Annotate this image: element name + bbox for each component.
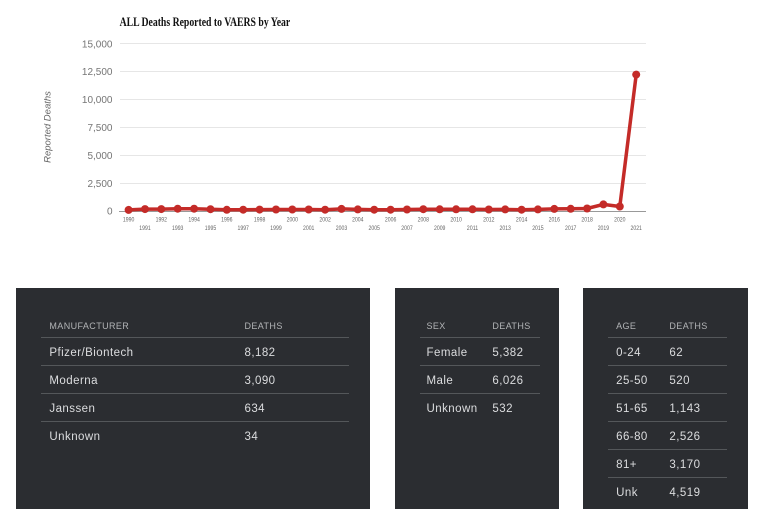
svg-text:2012: 2012 xyxy=(483,216,495,223)
svg-text:1997: 1997 xyxy=(238,225,250,232)
svg-text:1991: 1991 xyxy=(139,225,151,232)
svg-text:2002: 2002 xyxy=(319,216,331,223)
svg-text:Reported Deaths: Reported Deaths xyxy=(43,91,54,163)
svg-text:1996: 1996 xyxy=(221,216,233,223)
svg-text:10,000: 10,000 xyxy=(82,95,113,106)
svg-text:2017: 2017 xyxy=(565,225,577,232)
svg-text:1998: 1998 xyxy=(254,216,266,223)
svg-text:1999: 1999 xyxy=(270,225,282,232)
svg-text:2014: 2014 xyxy=(516,216,528,223)
svg-text:2011: 2011 xyxy=(467,225,479,232)
svg-text:1993: 1993 xyxy=(172,225,184,232)
svg-text:2021: 2021 xyxy=(631,225,643,232)
svg-text:2015: 2015 xyxy=(532,225,544,232)
svg-text:0: 0 xyxy=(107,207,113,218)
svg-text:2020: 2020 xyxy=(614,216,626,223)
svg-text:2006: 2006 xyxy=(385,216,397,223)
svg-text:1990: 1990 xyxy=(123,216,135,223)
svg-text:12,500: 12,500 xyxy=(82,67,113,78)
svg-text:2005: 2005 xyxy=(369,225,381,232)
svg-text:ALL Deaths Reported to VAERS b: ALL Deaths Reported to VAERS by Year xyxy=(120,15,291,29)
svg-text:7,500: 7,500 xyxy=(87,123,112,134)
svg-text:2010: 2010 xyxy=(450,216,462,223)
svg-text:1995: 1995 xyxy=(205,225,217,232)
svg-text:1994: 1994 xyxy=(188,216,200,223)
svg-text:2013: 2013 xyxy=(500,225,512,232)
svg-text:1992: 1992 xyxy=(156,216,168,223)
svg-text:2004: 2004 xyxy=(352,216,364,223)
svg-text:5,000: 5,000 xyxy=(87,151,112,162)
svg-text:2007: 2007 xyxy=(401,225,413,232)
svg-text:2,500: 2,500 xyxy=(87,179,112,190)
svg-text:2008: 2008 xyxy=(418,216,430,223)
svg-text:2019: 2019 xyxy=(598,225,610,232)
svg-text:2003: 2003 xyxy=(336,225,348,232)
svg-text:2018: 2018 xyxy=(581,216,593,223)
svg-text:2001: 2001 xyxy=(303,225,315,232)
svg-text:2000: 2000 xyxy=(287,216,299,223)
svg-text:15,000: 15,000 xyxy=(82,39,113,50)
svg-text:2016: 2016 xyxy=(549,216,561,223)
svg-text:2009: 2009 xyxy=(434,225,446,232)
